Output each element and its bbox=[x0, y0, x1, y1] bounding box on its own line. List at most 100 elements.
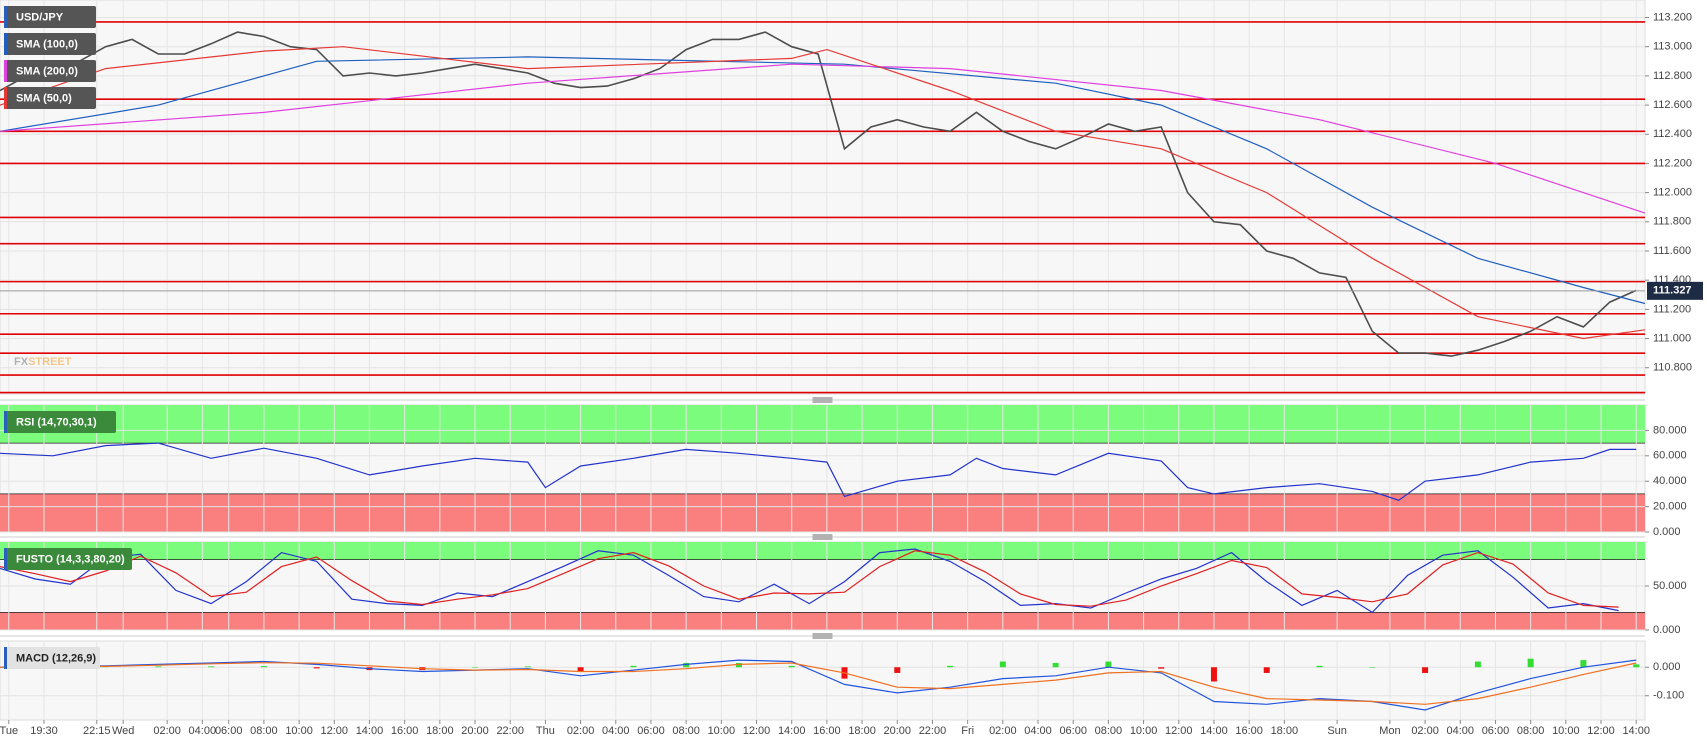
x-tick-label: 08:00 bbox=[1095, 725, 1123, 737]
y-tick-label: 40.000 bbox=[1653, 475, 1687, 487]
histogram-bar bbox=[1105, 661, 1112, 668]
x-tick-label: 22:00 bbox=[496, 725, 524, 737]
y-tick-label: 50.000 bbox=[1653, 580, 1687, 592]
x-tick-label: 04:00 bbox=[602, 725, 630, 737]
histogram-bar bbox=[1316, 665, 1323, 668]
x-tick-label: Wed bbox=[112, 725, 134, 737]
x-tick-label: 02:00 bbox=[567, 725, 595, 737]
legend-box bbox=[4, 6, 96, 28]
x-tick-label: 12:00 bbox=[1587, 725, 1615, 737]
x-tick-label: 10:00 bbox=[1130, 725, 1158, 737]
legend-stripe bbox=[4, 548, 7, 570]
y-tick-label: 60.000 bbox=[1653, 450, 1687, 462]
y-tick-label: 0.000 bbox=[1653, 526, 1681, 538]
x-tick-label: 10:00 bbox=[1552, 725, 1580, 737]
histogram-bar bbox=[1474, 661, 1481, 668]
y-tick-label: 112.600 bbox=[1653, 99, 1692, 111]
zone bbox=[0, 612, 1645, 630]
y-tick-label: 0.000 bbox=[1653, 661, 1681, 673]
x-tick-label: 06:00 bbox=[1482, 725, 1510, 737]
legend-box bbox=[4, 60, 96, 82]
histogram-bar bbox=[1052, 662, 1059, 668]
histogram-bar bbox=[1210, 667, 1217, 682]
x-tick-label: 16:00 bbox=[391, 725, 419, 737]
histogram-bar bbox=[577, 667, 584, 672]
y-tick-label: 112.400 bbox=[1653, 128, 1692, 140]
series-line bbox=[0, 550, 1619, 608]
histogram-bar bbox=[472, 667, 479, 668]
histogram-bar bbox=[1158, 667, 1165, 669]
y-tick-label: 111.200 bbox=[1653, 303, 1691, 315]
watermark-suffix: STREET bbox=[28, 356, 72, 368]
x-tick-label: 20:00 bbox=[461, 725, 489, 737]
y-tick-label: 111.600 bbox=[1653, 245, 1691, 257]
histogram-bar bbox=[1527, 658, 1534, 668]
background-layer: FXSTREET bbox=[0, 0, 1649, 721]
x-tick-label: 20:00 bbox=[884, 725, 912, 737]
x-tick-label: 10:00 bbox=[708, 725, 736, 737]
y-tick-label: 112.000 bbox=[1653, 187, 1692, 199]
x-tick-label: 16:00 bbox=[813, 725, 841, 737]
x-tick-label: 04:00 bbox=[189, 725, 217, 737]
series-line bbox=[0, 442, 1637, 501]
y-tick-label: -0.100 bbox=[1653, 690, 1684, 702]
x-tick-label: 12:00 bbox=[1165, 725, 1193, 737]
x-tick-label: 14:00 bbox=[1200, 725, 1228, 737]
x-tick-label: 04:00 bbox=[1447, 725, 1475, 737]
series-line bbox=[0, 56, 1646, 305]
histogram-bar bbox=[999, 661, 1006, 668]
y-tick-label: 111.800 bbox=[1653, 216, 1691, 228]
y-tick-label: 113.000 bbox=[1653, 41, 1692, 53]
x-tick-label: 14:00 bbox=[1622, 725, 1650, 737]
x-tick-label: 10:00 bbox=[285, 725, 313, 737]
histogram-bar bbox=[1422, 667, 1429, 673]
histogram-bar bbox=[260, 666, 267, 668]
legend-label: RSI (14,70,30,1) bbox=[16, 416, 97, 428]
legend-box bbox=[4, 33, 96, 55]
x-tick-label: Sun bbox=[1327, 725, 1347, 737]
x-tick-label: Tue bbox=[0, 725, 18, 737]
x-tick-label: 08:00 bbox=[672, 725, 700, 737]
x-tick-label: 22:15 bbox=[83, 725, 111, 737]
legend-box bbox=[4, 647, 100, 669]
histogram-bar bbox=[630, 665, 637, 668]
x-tick-label: 16:00 bbox=[1235, 725, 1263, 737]
separator-handle bbox=[812, 397, 833, 403]
x-tick-label: 02:00 bbox=[989, 725, 1017, 737]
legend-stripe bbox=[4, 6, 7, 28]
zone bbox=[0, 493, 1645, 532]
histogram-bar bbox=[947, 665, 954, 668]
x-tick-label: 12:00 bbox=[321, 725, 349, 737]
legend-stripe bbox=[4, 647, 7, 669]
legend-box bbox=[4, 411, 116, 433]
x-tick-label: Thu bbox=[536, 725, 555, 737]
x-tick-label: 02:00 bbox=[153, 725, 181, 737]
histogram-bar bbox=[208, 666, 215, 668]
last-price-tag bbox=[1647, 281, 1703, 300]
series-line bbox=[0, 46, 1646, 340]
last-price-label: 111.327 bbox=[1653, 285, 1692, 297]
histogram-bar bbox=[683, 662, 690, 668]
series-line bbox=[0, 662, 1637, 705]
x-tick-label: 06:00 bbox=[637, 725, 665, 737]
x-tick-label: 06:00 bbox=[1059, 725, 1087, 737]
y-tick-label: 110.800 bbox=[1653, 362, 1692, 374]
mark-layer bbox=[0, 21, 1646, 711]
x-tick-label: Mon bbox=[1379, 725, 1400, 737]
x-tick-label: 14:00 bbox=[778, 725, 806, 737]
separator-handle bbox=[812, 633, 833, 639]
x-tick-label: Fri bbox=[961, 725, 974, 737]
histogram-bar bbox=[1369, 667, 1376, 668]
histogram-bar bbox=[313, 667, 320, 669]
legend-stripe bbox=[4, 87, 7, 109]
histogram-bar bbox=[524, 666, 531, 668]
separator-handle bbox=[812, 534, 833, 540]
x-tick-label: 06:00 bbox=[215, 725, 243, 737]
label-layer: 110.800111.000111.200111.400111.600111.8… bbox=[0, 6, 1703, 737]
histogram-bar bbox=[1633, 664, 1640, 668]
x-tick-label: 19:30 bbox=[30, 725, 58, 737]
legend-stripe bbox=[4, 60, 7, 82]
x-tick-label: 18:00 bbox=[1271, 725, 1299, 737]
y-tick-label: 20.000 bbox=[1653, 501, 1687, 513]
series-line bbox=[0, 31, 1637, 357]
